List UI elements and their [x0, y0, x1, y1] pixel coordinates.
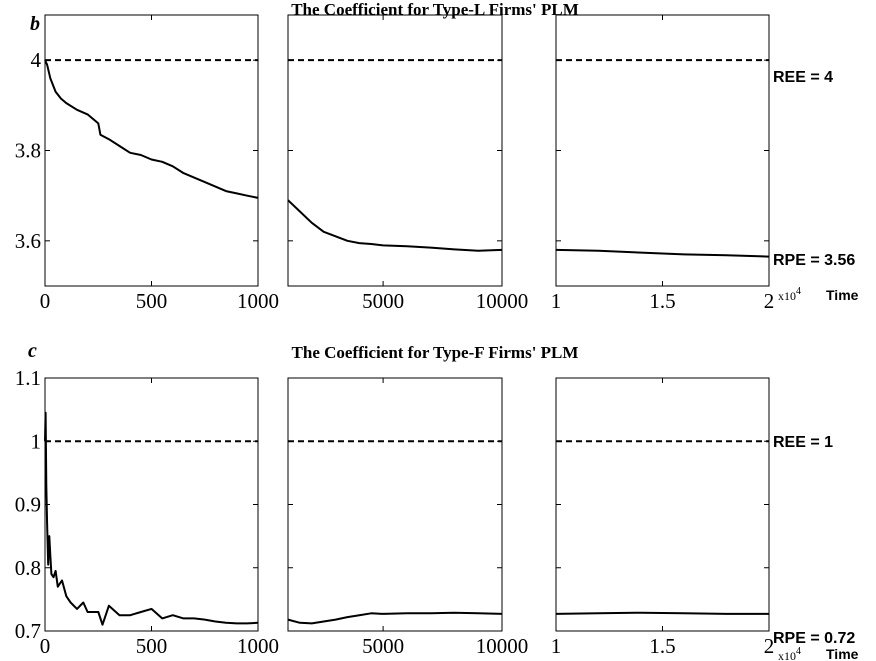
series-line	[555, 248, 770, 258]
plot-area: 3.63.840 500 1000 5000 10000 1 1.5 2	[15, 14, 775, 313]
x-tick-label: 500	[136, 634, 168, 658]
y-tick-label: 3.6	[15, 229, 41, 253]
reference-label-rpe: RPE = 3.56	[773, 252, 855, 269]
x-tick-label: 500	[136, 289, 168, 313]
x-exponent-base: x10	[778, 649, 796, 661]
y-tick-label: 1	[31, 429, 42, 453]
x-tick-label: 10000	[476, 289, 529, 313]
subplot-0: 3.6 3.8 4 0 500 1000	[15, 14, 279, 313]
subplot-1: 5000 10000	[287, 377, 529, 658]
x-exponent-label: x104	[778, 286, 801, 303]
series-line	[44, 411, 259, 626]
panel-letter: c	[28, 340, 37, 362]
subplot-1: 5000 10000	[287, 14, 529, 313]
chart-title: The Coefficient for Type-L Firms' PLM	[291, 0, 579, 19]
x-tick-label: 1.5	[649, 289, 675, 313]
x-axis-label: Time	[826, 287, 859, 303]
chart-title: The Coefficient for Type-F Firms' PLM	[292, 343, 579, 362]
panel-type-l: b The Coefficient for Type-L Firms' PLM …	[15, 0, 859, 313]
x-exponent-label: x104	[778, 646, 801, 661]
series-line	[555, 611, 769, 615]
subplot-0: 0.7 0.8 0.9 1 1.1 0 500 1000	[15, 366, 279, 658]
axes-box	[44, 377, 259, 632]
y-tick-label: 1.1	[15, 366, 41, 390]
series-line	[44, 59, 259, 199]
x-tick-label: 0	[40, 289, 51, 313]
x-tick-label: 1	[551, 289, 562, 313]
axes-box	[44, 14, 259, 287]
plot-area: 0.70.80.911.10 500 1000 5000 10000 1 1.5 2	[15, 366, 775, 658]
x-tick-label: 0	[40, 634, 51, 658]
x-tick-label: 2	[764, 634, 775, 658]
panel-letter: b	[30, 13, 40, 35]
x-exponent-base: x10	[778, 289, 796, 303]
x-tick-label: 10000	[476, 634, 529, 658]
series-line	[287, 611, 503, 625]
axes-box	[555, 377, 770, 632]
y-tick-label: 0.8	[15, 556, 41, 580]
reference-label-ree: REE = 4	[773, 69, 833, 86]
x-tick-label: 1	[551, 634, 562, 658]
panel-type-f: c The Coefficient for Type-F Firms' PLM …	[15, 340, 859, 661]
x-tick-label: 5000	[362, 289, 404, 313]
subplot-2: 1 1.5 2	[551, 377, 775, 658]
reference-label-ree: REE = 1	[773, 434, 833, 451]
x-exponent-power: 4	[796, 286, 801, 297]
x-tick-label: 1.5	[649, 634, 675, 658]
series-line	[287, 199, 503, 252]
x-tick-label: 5000	[362, 634, 404, 658]
reference-label-rpe: RPE = 0.72	[773, 630, 855, 647]
x-tick-label: 1000	[237, 289, 279, 313]
x-tick-label: 2	[764, 289, 775, 313]
y-tick-label: 4	[31, 48, 42, 72]
x-tick-label: 1000	[237, 634, 279, 658]
axes-box	[555, 14, 770, 287]
x-axis-label: Time	[826, 646, 859, 661]
y-tick-label: 0.9	[15, 493, 41, 517]
subplot-2: 1 1.5 2	[551, 14, 775, 313]
x-exponent-power: 4	[796, 646, 801, 657]
y-tick-label: 0.7	[15, 619, 41, 643]
axes-box	[287, 377, 503, 632]
y-tick-label: 3.8	[15, 139, 41, 163]
